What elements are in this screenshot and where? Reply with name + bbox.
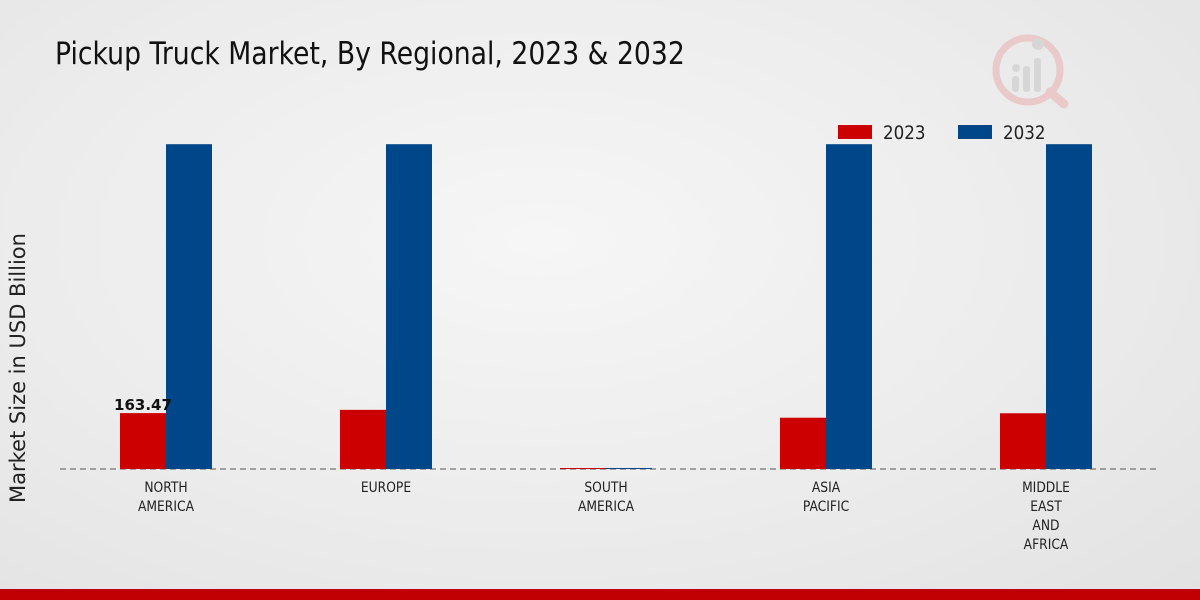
bar-2032-4 [1046, 144, 1092, 469]
bar-2032-0 [166, 144, 212, 469]
legend-label-2032: 2032 [1003, 122, 1046, 144]
bar-2023-4 [1000, 413, 1046, 469]
legend-label-2023: 2023 [883, 122, 926, 144]
x-tick-label-2: SOUTH AMERICA [578, 480, 634, 515]
chart-title: Pickup Truck Market, By Regional, 2023 &… [55, 36, 685, 72]
bar-2023-3 [780, 417, 826, 469]
x-tick-label-4: MIDDLE EAST AND AFRICA [1022, 480, 1070, 553]
x-tick-label-1: EUROPE [361, 480, 411, 496]
legend-swatch-2023 [838, 125, 872, 139]
bar-2023-2 [560, 468, 606, 469]
bar-2032-1 [386, 144, 432, 469]
x-tick-label-0: NORTH AMERICA [138, 480, 194, 515]
footer-accent-bar [0, 589, 1200, 600]
bar-2023-0 [120, 413, 166, 469]
legend-swatch-2032 [958, 125, 992, 139]
bar-2032-3 [826, 144, 872, 469]
x-tick-label-3: ASIA PACIFIC [803, 480, 849, 515]
bar-2023-1 [340, 409, 386, 469]
data-label-0: 163.47 [114, 396, 172, 414]
bar-2032-2 [606, 467, 652, 469]
watermark-logo-icon [992, 34, 1069, 109]
